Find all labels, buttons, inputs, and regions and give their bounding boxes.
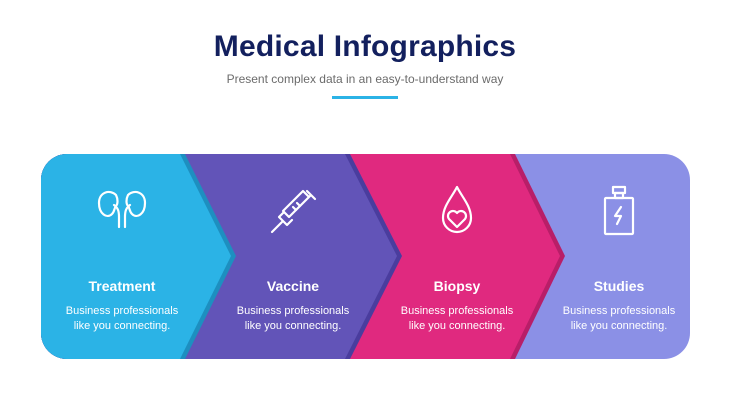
step-biopsy: Biopsy Business professionals like you co…: [382, 163, 532, 332]
title-underline: [332, 96, 398, 99]
blood-drop-heart-icon: [441, 185, 473, 234]
step-description: Business professionals like you connectin…: [65, 305, 179, 332]
syringe-icon: [270, 189, 317, 234]
step-vaccine: Vaccine Business professionals like you c…: [218, 163, 368, 332]
step-description: Business professionals like you connectin…: [236, 305, 350, 332]
segment-treatment: [41, 154, 231, 359]
step-title: Treatment: [88, 278, 156, 294]
page-title: Medical Infographics: [213, 30, 517, 63]
step-title: Studies: [593, 278, 645, 294]
step-description: Business professionals like you connectin…: [400, 305, 514, 332]
step-description: Business professionals like you connectin…: [562, 305, 676, 332]
kidneys-icon: [97, 190, 147, 229]
battery-bottle-icon: [603, 185, 635, 236]
step-title: Biopsy: [433, 278, 481, 294]
page-subtitle: Present complex data in an easy-to-under…: [226, 72, 504, 86]
step-studies: Studies Business professionals like you c…: [544, 163, 694, 332]
step-treatment: Treatment Business professionals like you…: [47, 163, 197, 332]
step-title: Vaccine: [266, 278, 320, 294]
